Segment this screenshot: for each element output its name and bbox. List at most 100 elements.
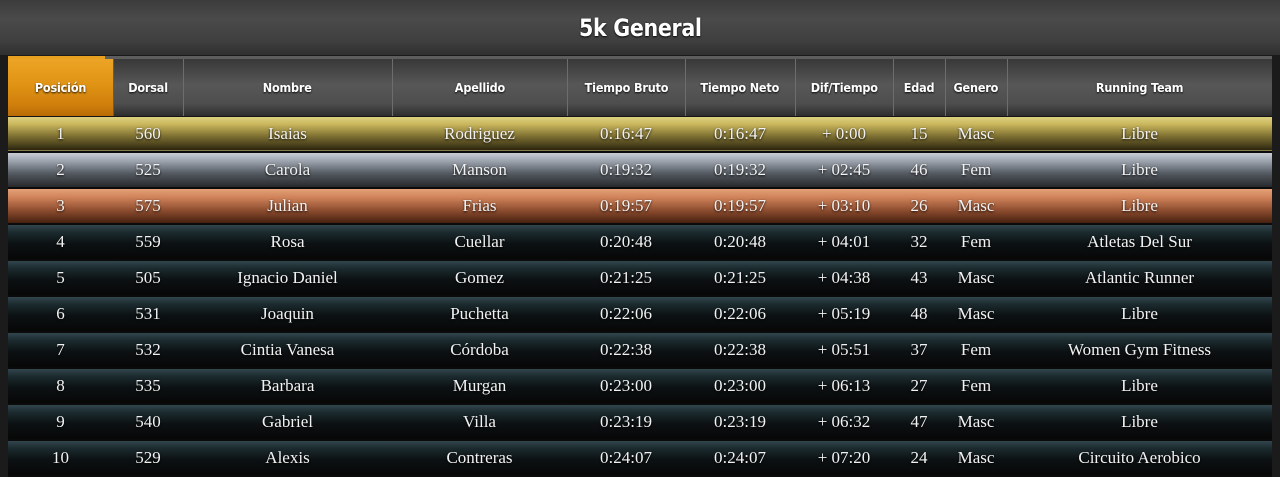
- cell-apellido: Murgan: [392, 368, 567, 405]
- cell-dorsal: 535: [113, 368, 183, 405]
- column-header-posicion[interactable]: Posición: [8, 59, 114, 117]
- cell-edad: 46: [893, 152, 945, 189]
- column-header-genero[interactable]: Genero: [945, 59, 1008, 117]
- column-header-dorsal[interactable]: Dorsal: [113, 59, 184, 117]
- cell-dorsal: 559: [113, 224, 183, 261]
- cell-tiempo_bruto: 0:22:06: [567, 296, 685, 333]
- column-header-edad[interactable]: Edad: [893, 59, 946, 117]
- cell-dif_tiempo: + 02:45: [795, 152, 893, 189]
- cell-posicion: 7: [8, 332, 113, 369]
- cell-running_team: Atlantic Runner: [1007, 260, 1272, 297]
- cell-apellido: Córdoba: [392, 332, 567, 369]
- cell-dif_tiempo: + 06:13: [795, 368, 893, 405]
- cell-posicion: 1: [8, 116, 113, 153]
- cell-dif_tiempo: + 06:32: [795, 404, 893, 441]
- cell-apellido: Cuellar: [392, 224, 567, 261]
- table-header: Posición Dorsal Nombre Apellido Tiempo Bruto…: [8, 59, 1272, 117]
- cell-running_team: Circuito Aerobico: [1007, 440, 1272, 477]
- results-table: Posición Dorsal Nombre Apellido Tiempo Bruto…: [8, 59, 1272, 477]
- table-row[interactable]: 9 540 Gabriel Villa 0:23:19 0:23:19 + 06:32 47 M…: [8, 404, 1272, 441]
- cell-genero: Fem: [945, 368, 1007, 405]
- cell-dif_tiempo: + 0:00: [795, 116, 893, 153]
- table-row[interactable]: 5 505 Ignacio Daniel Gomez 0:21:25 0:21:25 + 0…: [8, 260, 1272, 297]
- results-table-frame: Posición Dorsal Nombre Apellido Tiempo Bruto…: [0, 56, 1280, 477]
- cell-nombre: Isaias: [183, 116, 392, 153]
- column-header-label: Tiempo Neto: [700, 79, 780, 95]
- table-body: 1 560 Isaias Rodriguez 0:16:47 0:16:47 + 0:00 1…: [8, 116, 1272, 477]
- cell-running_team: Libre: [1007, 116, 1272, 153]
- column-header-tiempo_bruto[interactable]: Tiempo Bruto: [567, 59, 686, 117]
- cell-dif_tiempo: + 04:38: [795, 260, 893, 297]
- cell-nombre: Barbara: [183, 368, 392, 405]
- cell-tiempo_neto: 0:19:32: [685, 152, 795, 189]
- cell-genero: Masc: [945, 404, 1007, 441]
- cell-apellido: Gomez: [392, 260, 567, 297]
- column-header-label: Tiempo Bruto: [584, 79, 668, 95]
- cell-tiempo_neto: 0:24:07: [685, 440, 795, 477]
- cell-posicion: 2: [8, 152, 113, 189]
- cell-edad: 15: [893, 116, 945, 153]
- column-header-label: Apellido: [454, 79, 505, 95]
- column-header-label: Edad: [903, 79, 935, 95]
- cell-genero: Fem: [945, 332, 1007, 369]
- cell-running_team: Atletas Del Sur: [1007, 224, 1272, 261]
- table-row[interactable]: 10 529 Alexis Contreras 0:24:07 0:24:07 + 07:2…: [8, 440, 1272, 477]
- header-accent-line: [8, 56, 1272, 59]
- cell-tiempo_neto: 0:19:57: [685, 188, 795, 225]
- table-row[interactable]: 4 559 Rosa Cuellar 0:20:48 0:20:48 + 04:01 32 Fe…: [8, 224, 1272, 261]
- cell-nombre: Julian: [183, 188, 392, 225]
- column-header-label: Dorsal: [128, 79, 168, 95]
- cell-posicion: 9: [8, 404, 113, 441]
- table-row[interactable]: 1 560 Isaias Rodriguez 0:16:47 0:16:47 + 0:00 1…: [8, 116, 1272, 153]
- cell-tiempo_bruto: 0:19:57: [567, 188, 685, 225]
- cell-dorsal: 505: [113, 260, 183, 297]
- table-row[interactable]: 2 525 Carola Manson 0:19:32 0:19:32 + 02:45 46 F…: [8, 152, 1272, 189]
- cell-edad: 47: [893, 404, 945, 441]
- column-header-apellido[interactable]: Apellido: [392, 59, 568, 117]
- cell-tiempo_neto: 0:16:47: [685, 116, 795, 153]
- cell-posicion: 3: [8, 188, 113, 225]
- cell-genero: Masc: [945, 188, 1007, 225]
- cell-dif_tiempo: + 05:51: [795, 332, 893, 369]
- cell-tiempo_bruto: 0:19:32: [567, 152, 685, 189]
- page-title-bar: 5k General: [0, 0, 1280, 56]
- page-title: 5k General: [578, 13, 702, 42]
- cell-dif_tiempo: + 07:20: [795, 440, 893, 477]
- cell-nombre: Joaquin: [183, 296, 392, 333]
- cell-genero: Masc: [945, 440, 1007, 477]
- cell-running_team: Libre: [1007, 368, 1272, 405]
- cell-tiempo_neto: 0:22:38: [685, 332, 795, 369]
- column-header-nombre[interactable]: Nombre: [183, 59, 393, 117]
- cell-dorsal: 560: [113, 116, 183, 153]
- table-header-row: Posición Dorsal Nombre Apellido Tiempo Bruto…: [8, 59, 1272, 117]
- cell-tiempo_bruto: 0:21:25: [567, 260, 685, 297]
- table-row[interactable]: 8 535 Barbara Murgan 0:23:00 0:23:00 + 06:13 27…: [8, 368, 1272, 405]
- cell-tiempo_neto: 0:23:00: [685, 368, 795, 405]
- column-header-running_team[interactable]: Running Team: [1007, 59, 1272, 117]
- cell-apellido: Frias: [392, 188, 567, 225]
- cell-posicion: 5: [8, 260, 113, 297]
- cell-tiempo_neto: 0:20:48: [685, 224, 795, 261]
- cell-posicion: 10: [8, 440, 113, 477]
- cell-dorsal: 525: [113, 152, 183, 189]
- column-header-label: Dif/Tiempo: [810, 79, 878, 95]
- table-row[interactable]: 3 575 Julian Frias 0:19:57 0:19:57 + 03:10 26 Ma…: [8, 188, 1272, 225]
- cell-nombre: Gabriel: [183, 404, 392, 441]
- cell-nombre: Carola: [183, 152, 392, 189]
- cell-tiempo_neto: 0:21:25: [685, 260, 795, 297]
- cell-edad: 37: [893, 332, 945, 369]
- cell-dorsal: 531: [113, 296, 183, 333]
- column-header-dif_tiempo[interactable]: Dif/Tiempo: [795, 59, 894, 117]
- cell-genero: Masc: [945, 296, 1007, 333]
- column-header-tiempo_neto[interactable]: Tiempo Neto: [685, 59, 796, 117]
- table-row[interactable]: 6 531 Joaquin Puchetta 0:22:06 0:22:06 + 05:19…: [8, 296, 1272, 333]
- cell-nombre: Cintia Vanesa: [183, 332, 392, 369]
- table-row[interactable]: 7 532 Cintia Vanesa Córdoba 0:22:38 0:22:38 + …: [8, 332, 1272, 369]
- cell-running_team: Libre: [1007, 404, 1272, 441]
- cell-running_team: Women Gym Fitness: [1007, 332, 1272, 369]
- cell-edad: 27: [893, 368, 945, 405]
- cell-running_team: Libre: [1007, 152, 1272, 189]
- cell-posicion: 4: [8, 224, 113, 261]
- column-header-label: Running Team: [1096, 79, 1184, 95]
